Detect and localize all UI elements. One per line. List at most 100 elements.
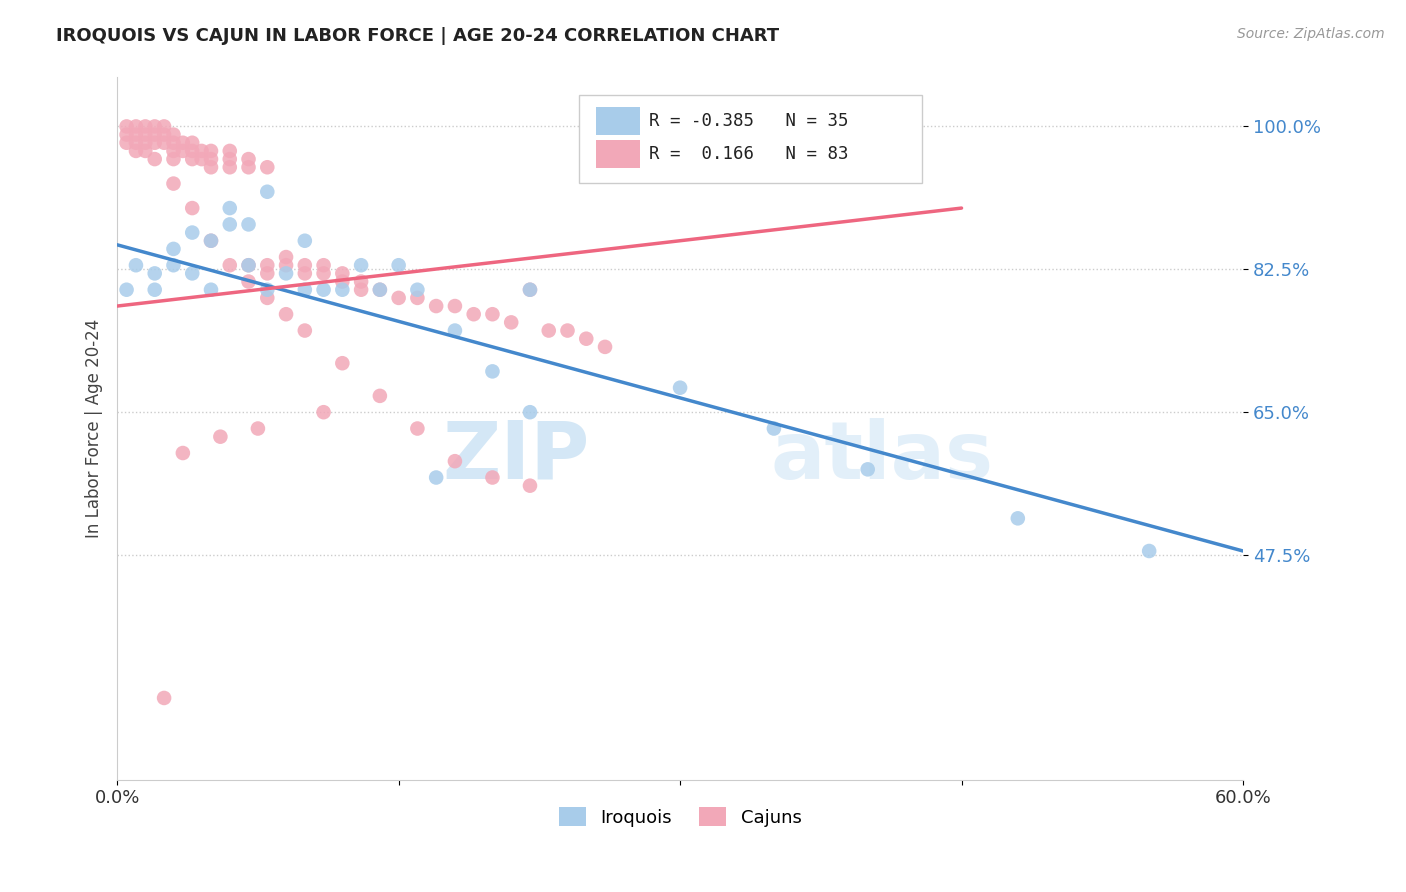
Point: [190, 152, 212, 166]
Point: [294, 324, 316, 338]
Legend: Iroquois, Cajuns: Iroquois, Cajuns: [551, 800, 808, 834]
Point: [294, 258, 316, 272]
Point: [444, 454, 467, 468]
Point: [162, 136, 184, 150]
Point: [274, 250, 297, 264]
Point: [312, 405, 335, 419]
Point: [330, 275, 353, 289]
Point: [238, 258, 260, 272]
Point: [762, 421, 785, 435]
Point: [388, 291, 411, 305]
Point: [274, 266, 297, 280]
Point: [172, 144, 194, 158]
Point: [218, 152, 240, 166]
Point: [200, 234, 222, 248]
Point: [162, 242, 184, 256]
Point: [406, 283, 429, 297]
Point: [181, 136, 204, 150]
Point: [256, 185, 278, 199]
Point: [143, 120, 166, 134]
Point: [200, 152, 222, 166]
Point: [501, 315, 523, 329]
Point: [368, 283, 391, 297]
FancyBboxPatch shape: [596, 107, 640, 135]
Point: [575, 332, 598, 346]
Text: IROQUOIS VS CAJUN IN LABOR FORCE | AGE 20-24 CORRELATION CHART: IROQUOIS VS CAJUN IN LABOR FORCE | AGE 2…: [56, 27, 779, 45]
Point: [312, 258, 335, 272]
Point: [200, 283, 222, 297]
Point: [481, 364, 503, 378]
Point: [519, 283, 541, 297]
Point: [200, 161, 222, 175]
Point: [256, 291, 278, 305]
Point: [350, 275, 373, 289]
Point: [209, 430, 232, 444]
Point: [143, 152, 166, 166]
Point: [294, 266, 316, 280]
Point: [557, 324, 579, 338]
Point: [330, 356, 353, 370]
Point: [172, 446, 194, 460]
Point: [172, 136, 194, 150]
Point: [425, 470, 447, 484]
Point: [238, 161, 260, 175]
Point: [134, 136, 156, 150]
Point: [274, 307, 297, 321]
Point: [181, 144, 204, 158]
Point: [153, 120, 176, 134]
Point: [444, 324, 467, 338]
Point: [143, 128, 166, 142]
Point: [256, 266, 278, 280]
Point: [115, 128, 138, 142]
Point: [162, 144, 184, 158]
Point: [134, 144, 156, 158]
Point: [115, 283, 138, 297]
Point: [143, 283, 166, 297]
Point: [125, 144, 148, 158]
Point: [218, 201, 240, 215]
Point: [238, 275, 260, 289]
Point: [218, 161, 240, 175]
Text: atlas: atlas: [770, 417, 993, 496]
Point: [294, 234, 316, 248]
FancyBboxPatch shape: [579, 95, 922, 183]
Y-axis label: In Labor Force | Age 20-24: In Labor Force | Age 20-24: [86, 319, 103, 538]
Point: [312, 266, 335, 280]
Point: [153, 128, 176, 142]
Point: [246, 421, 269, 435]
Point: [593, 340, 616, 354]
Point: [537, 324, 560, 338]
FancyBboxPatch shape: [596, 140, 640, 168]
Point: [274, 258, 297, 272]
Point: [444, 299, 467, 313]
Point: [1007, 511, 1029, 525]
Point: [153, 136, 176, 150]
Point: [350, 258, 373, 272]
Point: [312, 283, 335, 297]
Point: [134, 128, 156, 142]
Point: [162, 258, 184, 272]
Point: [238, 258, 260, 272]
Point: [134, 120, 156, 134]
Point: [125, 136, 148, 150]
Point: [856, 462, 879, 476]
Point: [519, 405, 541, 419]
Point: [238, 218, 260, 232]
Point: [218, 144, 240, 158]
Point: [1137, 544, 1160, 558]
Point: [425, 299, 447, 313]
Point: [162, 177, 184, 191]
Point: [669, 381, 692, 395]
Point: [125, 258, 148, 272]
Point: [200, 234, 222, 248]
Point: [125, 120, 148, 134]
Point: [115, 120, 138, 134]
Point: [162, 128, 184, 142]
Point: [406, 421, 429, 435]
Point: [153, 690, 176, 705]
Point: [294, 283, 316, 297]
Point: [115, 136, 138, 150]
Point: [181, 226, 204, 240]
Point: [181, 201, 204, 215]
Point: [481, 307, 503, 321]
